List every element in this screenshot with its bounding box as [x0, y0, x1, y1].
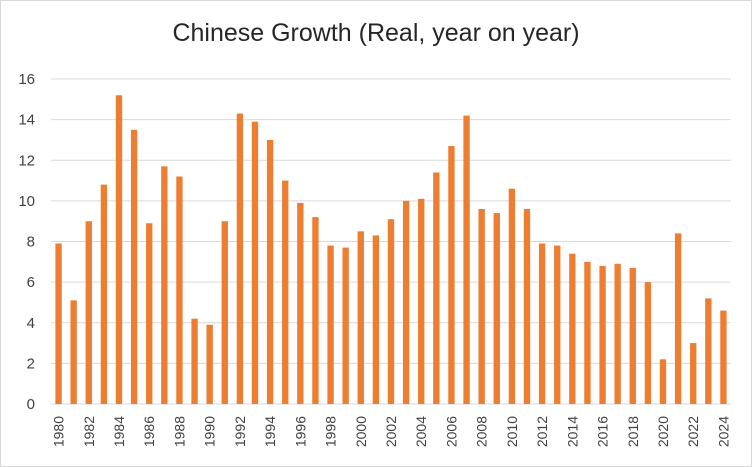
bar-2022 — [690, 343, 697, 404]
bar-2011 — [523, 209, 531, 404]
bar-1985 — [130, 129, 138, 404]
y-tick-label: 2 — [27, 355, 35, 372]
bar-2003 — [402, 200, 410, 405]
bar-2001 — [372, 235, 380, 404]
x-axis-ticks: 1980 1982 1984 1986 1988 1990 1992 1994 1996 1998… — [51, 416, 732, 447]
bar-1999 — [342, 247, 349, 404]
bar-2014 — [569, 253, 576, 404]
x-tick-label: 2022 — [685, 416, 701, 447]
bar-1995 — [282, 180, 289, 404]
x-tick-label: 2002 — [383, 416, 399, 447]
y-tick-label: 8 — [27, 234, 35, 251]
bar-2018 — [629, 267, 636, 404]
bar-2010 — [508, 188, 516, 404]
bar-1991 — [221, 221, 228, 404]
bar-1993 — [251, 121, 259, 404]
bar-2005 — [433, 172, 440, 404]
bar-1980 — [55, 243, 62, 404]
x-tick-label: 2012 — [534, 416, 550, 447]
x-tick-label: 2020 — [655, 416, 671, 447]
y-tick-label: 4 — [27, 315, 35, 332]
x-tick-label: 2014 — [564, 416, 580, 447]
bar-1989 — [191, 318, 198, 404]
bar-2013 — [554, 245, 561, 404]
x-tick-label: 1980 — [51, 416, 67, 447]
x-tick-label: 1982 — [81, 416, 97, 447]
bar-2009 — [493, 213, 500, 404]
x-tick-label: 2024 — [715, 416, 731, 447]
bar-2019 — [644, 282, 652, 405]
bar-1986 — [146, 223, 153, 404]
bar-1988 — [176, 176, 183, 404]
x-tick-label: 1986 — [141, 416, 157, 447]
x-tick-label: 2008 — [474, 416, 490, 447]
bar-2004 — [418, 198, 425, 404]
bar-2024 — [720, 310, 727, 404]
y-tick-label: 10 — [18, 193, 35, 210]
bar-1996 — [297, 202, 304, 404]
y-tick-label: 14 — [18, 112, 35, 129]
bar-2017 — [614, 263, 621, 404]
x-tick-label: 2004 — [413, 416, 429, 447]
bar-1997 — [312, 217, 319, 404]
x-tick-label: 1998 — [323, 416, 339, 447]
bar-2007 — [463, 115, 470, 404]
bar-2006 — [448, 146, 455, 404]
x-tick-label: 1994 — [262, 416, 278, 447]
y-tick-label: 6 — [27, 274, 35, 291]
x-tick-label: 1992 — [232, 416, 248, 447]
x-tick-label: 1990 — [202, 416, 218, 447]
bar-1992 — [236, 113, 244, 404]
x-tick-label: 2000 — [353, 416, 369, 447]
bar-2008 — [478, 209, 485, 404]
bar-1982 — [85, 221, 92, 404]
x-tick-label: 2006 — [443, 416, 459, 447]
bar-1987 — [161, 166, 168, 404]
bar-2015 — [584, 261, 591, 404]
y-tick-label: 0 — [27, 396, 35, 413]
bar-2020 — [659, 359, 667, 404]
bars — [55, 95, 727, 405]
bar-1994 — [266, 139, 274, 404]
bar-2023 — [705, 298, 712, 405]
y-tick-label: 16 — [18, 71, 35, 88]
bar-2021 — [674, 233, 682, 405]
bar-1990 — [206, 324, 213, 404]
x-tick-label: 1984 — [111, 416, 127, 447]
x-tick-label: 2010 — [504, 416, 520, 447]
x-tick-label: 2016 — [595, 416, 611, 447]
x-tick-label: 2018 — [625, 416, 641, 447]
x-tick-label: 1996 — [292, 416, 308, 447]
bar-1998 — [327, 245, 334, 404]
bar-2012 — [538, 243, 546, 404]
x-tick-label: 1988 — [171, 416, 187, 447]
y-axis-ticks: 0 2 4 6 8 10 12 14 16 — [18, 71, 35, 413]
bar-1983 — [100, 184, 108, 404]
bar-2016 — [599, 265, 606, 405]
bar-1984 — [115, 95, 123, 404]
bar-2000 — [357, 231, 364, 404]
y-tick-label: 12 — [18, 152, 35, 169]
chart-title: Chinese Growth (Real, year on year) — [172, 19, 580, 47]
bar-2002 — [387, 219, 395, 404]
bar-1981 — [70, 300, 77, 404]
